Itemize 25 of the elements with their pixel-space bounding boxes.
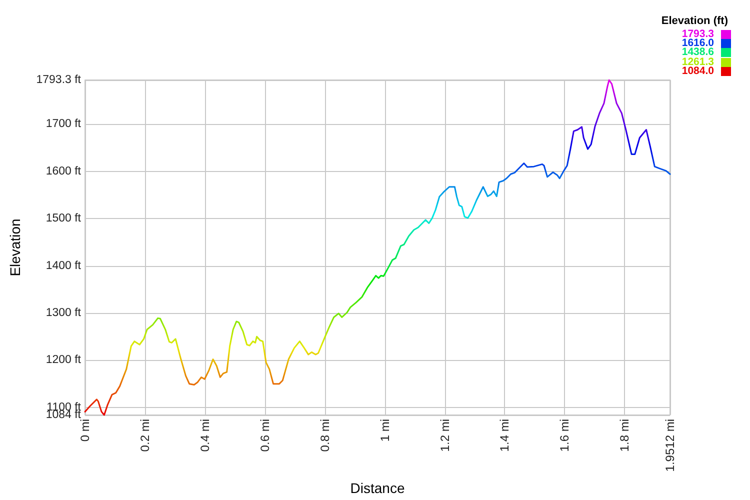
color-bar-label: 1438.6	[682, 46, 714, 58]
y-tick-label: 1084 ft	[46, 409, 82, 421]
x-tick-label: 1.6 mi	[558, 419, 572, 452]
y-tick-label: 1700 ft	[46, 118, 82, 130]
x-tick-label: 1.8 mi	[618, 419, 632, 452]
x-tick-label: 1.2 mi	[438, 419, 452, 452]
y-tick-label: 1300 ft	[46, 306, 82, 319]
y-tick-label: 1600 ft	[46, 165, 82, 178]
y-tick-label: 1500 ft	[46, 212, 82, 225]
color-bar-label: 1793.3	[682, 28, 714, 40]
x-tick-label: 0.4 mi	[198, 419, 212, 452]
x-tick-label: 0.6 mi	[258, 419, 272, 452]
y-axis-title: Elevation	[7, 218, 23, 276]
x-tick-label: 1 mi	[378, 419, 392, 442]
y-tick-label: 1200 ft	[46, 354, 82, 366]
x-axis-title: Distance	[350, 480, 405, 496]
x-tick-label: 0.2 mi	[138, 419, 152, 452]
x-tick-label: 0.8 mi	[318, 419, 332, 452]
color-bar-title: Elevation (ft)	[661, 15, 728, 28]
x-tick-label: 1.9512 mi	[663, 419, 677, 472]
line-series	[84, 79, 671, 416]
y-tick-label: 1793.3 ft	[36, 74, 82, 86]
x-tick-label: 0 mi	[78, 419, 92, 442]
y-tick-label: 1400 ft	[46, 260, 82, 272]
x-tick-label: 1.4 mi	[498, 419, 512, 452]
